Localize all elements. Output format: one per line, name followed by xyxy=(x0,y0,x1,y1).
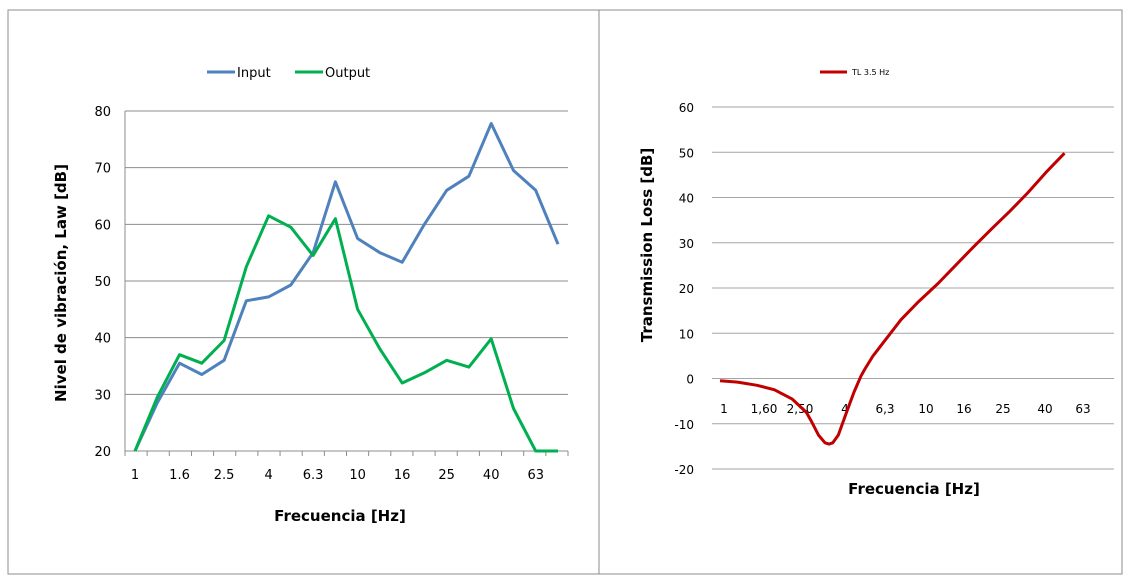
y-tick-label: 30 xyxy=(679,237,694,251)
y-tick-label: 40 xyxy=(94,332,111,347)
legend: TL 3.5 Hz xyxy=(820,68,889,77)
y-tick-label: 0 xyxy=(686,373,694,387)
x-tick-label: 10 xyxy=(918,402,933,416)
y-tick-label: 80 xyxy=(94,105,111,120)
legend-label: TL 3.5 Hz xyxy=(851,68,889,77)
x-tick-label: 25 xyxy=(438,468,455,483)
x-tick-labels: 1 1.6 2.5 4 6.3 10 16 25 40 63 xyxy=(131,468,544,483)
x-tick-label: 10 xyxy=(349,468,366,483)
x-tick-label: 6.3 xyxy=(303,468,324,483)
axes xyxy=(124,111,569,456)
chart-transmission-loss: -20 -10 0 10 20 30 40 50 60 1 1,60 2,50 4 6,3 10 16 25 4… xyxy=(638,68,1114,498)
legend-label: Input xyxy=(237,66,271,81)
legend-label: Output xyxy=(325,66,370,81)
x-tick-label: 40 xyxy=(1037,402,1052,416)
y-tick-label: 60 xyxy=(679,101,694,115)
x-tick-label: 63 xyxy=(1075,402,1090,416)
y-axis-title: Transmission Loss [dB] xyxy=(638,148,656,343)
y-tick-label: 20 xyxy=(94,445,111,460)
grid-lines xyxy=(125,110,568,452)
x-tick-label: 4 xyxy=(264,468,272,483)
x-tick-label: 4 xyxy=(841,402,849,416)
chart-vibration-level: 20 30 40 50 60 70 80 1 1.6 2.5 4 6.3 10 16 25 40 63 Inp… xyxy=(52,66,569,525)
x-tick-label: 1 xyxy=(720,402,728,416)
series-lines xyxy=(133,122,560,453)
y-tick-label: -10 xyxy=(674,418,694,432)
x-tick-label: 16 xyxy=(956,402,971,416)
legend: Input Output xyxy=(207,66,370,81)
x-tick-label: 6,3 xyxy=(875,402,894,416)
y-tick-label: 60 xyxy=(94,218,111,233)
series-lines xyxy=(719,152,1066,446)
y-tick-label: 50 xyxy=(94,275,111,290)
y-tick-label: 10 xyxy=(679,327,694,341)
x-axis-title: Frecuencia [Hz] xyxy=(848,480,980,498)
y-tick-labels: 20 30 40 50 60 70 80 xyxy=(94,105,111,460)
y-axis-title: Nivel de vibración, Law [dB] xyxy=(52,164,70,402)
y-tick-label: 20 xyxy=(679,282,694,296)
y-tick-label: 30 xyxy=(94,388,111,403)
x-tick-label: 1,60 xyxy=(751,402,778,416)
y-tick-label: 70 xyxy=(94,162,111,177)
y-tick-label: -20 xyxy=(674,463,694,477)
x-tick-label: 1 xyxy=(131,468,139,483)
figure-border xyxy=(7,9,1123,575)
x-tick-label: 2,50 xyxy=(787,402,814,416)
x-tick-label: 16 xyxy=(394,468,411,483)
grid-lines xyxy=(712,106,1114,470)
x-tick-label: 2.5 xyxy=(214,468,235,483)
x-axis-title: Frecuencia [Hz] xyxy=(274,507,406,525)
x-tick-label: 63 xyxy=(527,468,544,483)
series-line-output xyxy=(133,214,558,453)
x-tick-labels: 1 1,60 2,50 4 6,3 10 16 25 40 63 xyxy=(720,402,1090,416)
y-tick-labels: -20 -10 0 10 20 30 40 50 60 xyxy=(674,101,694,477)
series-line-input xyxy=(133,122,560,452)
y-tick-label: 40 xyxy=(679,192,694,206)
x-tick-label: 1.6 xyxy=(169,468,190,483)
x-tick-label: 40 xyxy=(483,468,500,483)
y-tick-label: 50 xyxy=(679,146,694,160)
x-tick-label: 25 xyxy=(995,402,1010,416)
series-line-tl xyxy=(719,152,1066,446)
